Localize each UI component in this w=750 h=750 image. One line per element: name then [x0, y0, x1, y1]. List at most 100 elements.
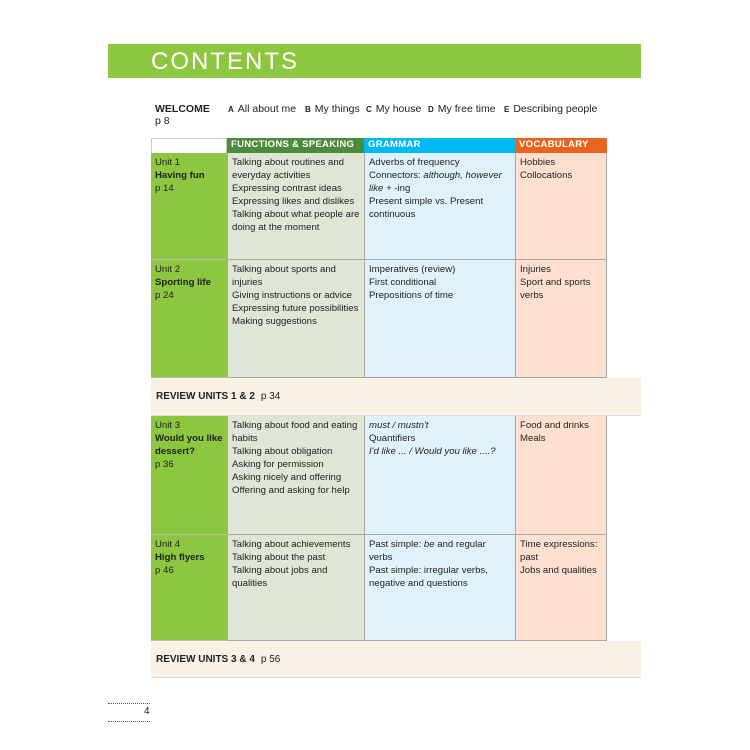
review-label: REVIEW UNITS 3 & 4	[156, 653, 255, 665]
vocabulary-cell: Time expressions: past Jobs and qualities	[515, 535, 607, 641]
welcome-item-letter: C	[366, 105, 372, 114]
unit-page: p 36	[155, 459, 174, 470]
welcome-item: C My house	[366, 103, 421, 115]
page-title: CONTENTS	[151, 48, 299, 75]
cell-line: continuous	[369, 209, 416, 220]
cell-line: everyday activities	[232, 170, 311, 181]
vocabulary-cell: Food and drinks Meals	[515, 416, 607, 535]
cell-line: Connectors: although, however	[369, 169, 511, 182]
cell-line: must / mustn't	[369, 419, 511, 432]
cell-text-segment: although, however	[423, 170, 502, 181]
grammar-cell: Adverbs of frequency Connectors: although…	[364, 153, 515, 260]
unit-cell: Unit 2 Sporting life p 24	[151, 260, 227, 378]
functions-cell: Talking about food and eating habits Talki…	[227, 416, 364, 535]
welcome-item-text: My house	[375, 103, 422, 115]
cell-text-segment: Past simple:	[369, 539, 424, 550]
cell-text-segment: + -ing	[383, 183, 411, 194]
cell-text-segment: Connectors:	[369, 170, 424, 181]
vocabulary-cell: Hobbies Collocations	[515, 153, 607, 260]
welcome-label: WELCOME	[155, 103, 210, 115]
cell-line: Hobbies	[520, 157, 556, 168]
welcome-section: WELCOME p 8	[155, 103, 210, 127]
cell-line: Offering and asking for help	[232, 485, 350, 496]
cell-line: Imperatives (review)	[369, 264, 456, 275]
cell-line: Expressing likes and dislikes	[232, 196, 355, 207]
cell-text-segment: be	[423, 539, 435, 550]
cell-line: Expressing contrast ideas	[232, 183, 342, 194]
welcome-item-letter: A	[228, 105, 234, 114]
footer-divider	[108, 721, 150, 722]
unit-name: Would you like dessert?	[155, 433, 223, 457]
cell-line: Asking nicely and offering	[232, 472, 342, 483]
cell-line: doing at the moment	[232, 222, 320, 233]
cell-line: Talking about routines and	[232, 157, 345, 168]
header-functions: FUNCTIONS & SPEAKING	[227, 138, 364, 153]
unit-name: Having fun	[155, 170, 205, 181]
cell-line: like + -ing	[369, 182, 511, 195]
unit-number: Unit 3	[155, 420, 181, 431]
cell-line: Talking about the past	[232, 552, 326, 563]
review-page: p 34	[260, 391, 281, 402]
grammar-cell: must / mustn't Quantifiers I'd like ... / …	[364, 416, 515, 535]
footer-divider	[108, 703, 150, 704]
functions-cell: Talking about sports and injuries Giving i…	[227, 260, 364, 378]
review-page: p 56	[260, 653, 281, 665]
cell-text-segment: I'd like ... / Would you like ....?	[369, 446, 496, 457]
functions-cell: Talking about achievements Talking about …	[227, 535, 364, 641]
cell-line: Time expressions:	[520, 539, 598, 550]
unit-name: High flyers	[155, 552, 205, 563]
welcome-item-letter: E	[504, 105, 510, 114]
cell-line: verbs	[520, 290, 544, 301]
welcome-item: A All about me	[228, 103, 296, 115]
cell-line: Adverbs of frequency	[369, 157, 460, 168]
cell-line: Sport and sports	[520, 277, 591, 288]
unit-cell: Unit 4 High flyers p 46	[151, 535, 227, 641]
cell-line: Asking for permission	[232, 459, 324, 470]
cell-line: Past simple: be and regular verbs	[369, 538, 511, 564]
welcome-item-text: My free time	[437, 103, 496, 115]
cell-line: Quantifiers	[369, 433, 416, 444]
welcome-item: D My free time	[428, 103, 496, 115]
header-vocabulary: VOCABULARY	[515, 138, 607, 153]
welcome-item: B My things	[305, 103, 360, 115]
cell-line: habits	[232, 433, 258, 444]
functions-cell: Talking about routines and everyday activ…	[227, 153, 364, 260]
header-blank-cell	[151, 138, 227, 153]
unit-page: p 46	[155, 565, 174, 576]
cell-line: Past simple: irregular verbs,	[369, 565, 488, 576]
contents-header: CONTENTS	[108, 44, 641, 78]
cell-line: Talking about obligation	[232, 446, 333, 457]
unit-page: p 24	[155, 290, 174, 301]
cell-line: Talking about what people are	[232, 209, 360, 220]
cell-line: Talking about jobs and qualities	[232, 565, 328, 589]
unit-number: Unit 2	[155, 264, 181, 275]
cell-line: Collocations	[520, 170, 573, 181]
cell-line: Jobs and qualities	[520, 565, 597, 576]
review-row: REVIEW UNITS 3 & 4 p 56	[151, 641, 641, 678]
welcome-item-letter: D	[428, 105, 434, 114]
cell-line: Making suggestions	[232, 316, 317, 327]
cell-line: First conditional	[369, 277, 437, 288]
welcome-item-letter: B	[305, 105, 311, 114]
cell-line: I'd like ... / Would you like ....?	[369, 445, 511, 458]
grammar-cell: Past simple: be and regular verbs Past si…	[364, 535, 515, 641]
cell-line: Talking about achievements	[232, 539, 351, 550]
vocabulary-cell: Injuries Sport and sports verbs	[515, 260, 607, 378]
welcome-item-text: Describing people	[513, 103, 598, 115]
cell-text-segment: must / mustn't	[369, 420, 429, 431]
unit-number: Unit 1	[155, 157, 181, 168]
cell-line: Giving instructions or advice	[232, 290, 352, 301]
cell-text-segment: like	[369, 183, 384, 194]
unit-page: p 14	[155, 183, 174, 194]
cell-line: Prepositions of time	[369, 290, 454, 301]
review-label: REVIEW UNITS 1 & 2	[156, 391, 255, 402]
page-number: 4	[144, 706, 150, 717]
unit-name: Sporting life	[155, 277, 211, 288]
unit-cell: Unit 1 Having fun p 14	[151, 153, 227, 260]
welcome-item: E Describing people	[504, 103, 597, 115]
cell-line: Food and drinks	[520, 420, 589, 431]
cell-line: Meals	[520, 433, 546, 444]
cell-text-segment: and regular verbs	[369, 539, 486, 563]
welcome-item-text: All about me	[237, 103, 297, 115]
